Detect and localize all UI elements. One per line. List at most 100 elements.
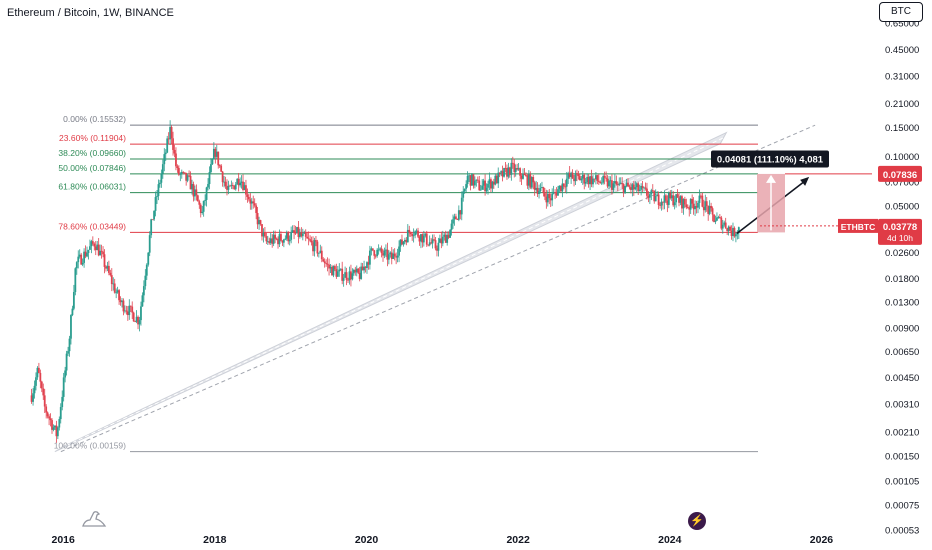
candle-body [59, 407, 62, 420]
candle-body [516, 168, 519, 170]
candle-body [91, 241, 94, 244]
candle-body [382, 253, 384, 256]
candle-body [188, 175, 190, 177]
candle-body [138, 320, 141, 325]
candle-body [570, 172, 573, 178]
candle-body [97, 244, 100, 256]
candle-body [488, 179, 491, 184]
fib-level-label: 78.60% (0.03449) [58, 221, 126, 231]
candle-body [421, 234, 424, 243]
target-price-tag: 0.07836 [883, 170, 917, 181]
candle-body [94, 246, 97, 251]
candle-body [386, 249, 389, 260]
candle-body [198, 201, 201, 205]
y-tick-label: 0.00450 [885, 373, 919, 384]
candle-body [522, 173, 524, 179]
current-price-tag-bg [878, 218, 922, 245]
candle-body [186, 175, 189, 181]
candle-body [425, 233, 428, 245]
candle-body [596, 175, 599, 181]
candle-body [115, 292, 118, 294]
candle-body [618, 183, 621, 185]
candle-body [726, 228, 729, 232]
candle-body [571, 172, 574, 179]
candle-body [161, 164, 164, 174]
candle-body [373, 250, 376, 256]
candle-body [363, 266, 365, 271]
candle-body [612, 183, 615, 190]
candle-body [654, 195, 657, 202]
candle-body [487, 183, 489, 188]
candle-body [358, 272, 361, 279]
price-projection[interactable]: 0.04081 (111.10%) 4,081 [711, 150, 872, 235]
candle-body [65, 353, 68, 371]
candle-body [68, 338, 71, 352]
candle-body [613, 181, 616, 184]
candle-body [317, 252, 320, 254]
lightning-icon[interactable]: ⚡ [688, 512, 706, 530]
candle-body [160, 173, 163, 183]
candle-body [383, 250, 386, 256]
candle-body [634, 187, 637, 190]
candle-body [226, 186, 228, 190]
rising-channel[interactable] [54, 124, 816, 453]
candle-body [541, 187, 543, 189]
candle-body [539, 188, 542, 192]
candle-body [325, 263, 328, 264]
candle-body [159, 182, 161, 185]
candle-body [433, 239, 435, 241]
candle-body [616, 184, 619, 186]
currency-button[interactable]: BTC [879, 2, 923, 22]
candle-body [420, 234, 422, 242]
candle-body [207, 184, 209, 188]
projection-arrow-head [800, 176, 810, 186]
candle-body [367, 262, 370, 265]
candle-body [316, 241, 319, 254]
candlestick-series [30, 120, 740, 443]
candle-body [210, 164, 212, 173]
candle-body [126, 311, 129, 316]
candle-body [214, 148, 217, 157]
fibonacci-retracement[interactable]: 0.00% (0.15532) 23.60% (0.11904) 38.20% (0… [54, 114, 758, 453]
candle-body [669, 192, 672, 199]
y-tick-label: 0.01300 [885, 297, 919, 308]
candle-body [700, 195, 702, 197]
candle-body [64, 370, 67, 378]
candle-body [653, 191, 656, 202]
time-axis[interactable]: 2016 2018 2020 2022 2024 2026 [52, 534, 834, 546]
candle-body [249, 199, 252, 204]
candle-body [635, 183, 638, 188]
candle-body [253, 203, 256, 206]
fib-level-label: 50.00% (0.07846) [58, 163, 126, 173]
candle-body [368, 250, 371, 265]
candle-body [333, 266, 336, 270]
candle-body [526, 175, 529, 186]
candle-body [514, 168, 517, 173]
price-axis[interactable]: 0.65000 0.45000 0.31000 0.21000 0.15000 0.100… [885, 19, 919, 537]
candle-body [606, 178, 609, 187]
candle-body [473, 180, 476, 186]
fib-level-label: 100.00% (0.00159) [54, 441, 126, 451]
candle-body [307, 238, 310, 240]
candle-body [666, 200, 669, 205]
candle-body [710, 205, 713, 209]
candle-body [75, 262, 78, 269]
candle-body [663, 195, 666, 203]
candle-body [619, 183, 622, 184]
symbol-tag-bg [838, 218, 878, 233]
x-tick-label: 2020 [355, 534, 379, 546]
candle-body [173, 149, 176, 154]
candle-body [711, 208, 714, 215]
candle-body [424, 233, 427, 236]
candle-body [134, 321, 137, 323]
candle-body [562, 183, 565, 187]
candle-body [558, 185, 561, 190]
candle-body [704, 201, 707, 211]
chart-title: Ethereum / Bitcoin, 1W, BINANCE [7, 7, 174, 19]
candle-body [230, 185, 233, 187]
candle-body [49, 418, 52, 421]
candle-body [593, 178, 596, 180]
candle-body [478, 180, 481, 191]
candle-body [344, 272, 347, 278]
